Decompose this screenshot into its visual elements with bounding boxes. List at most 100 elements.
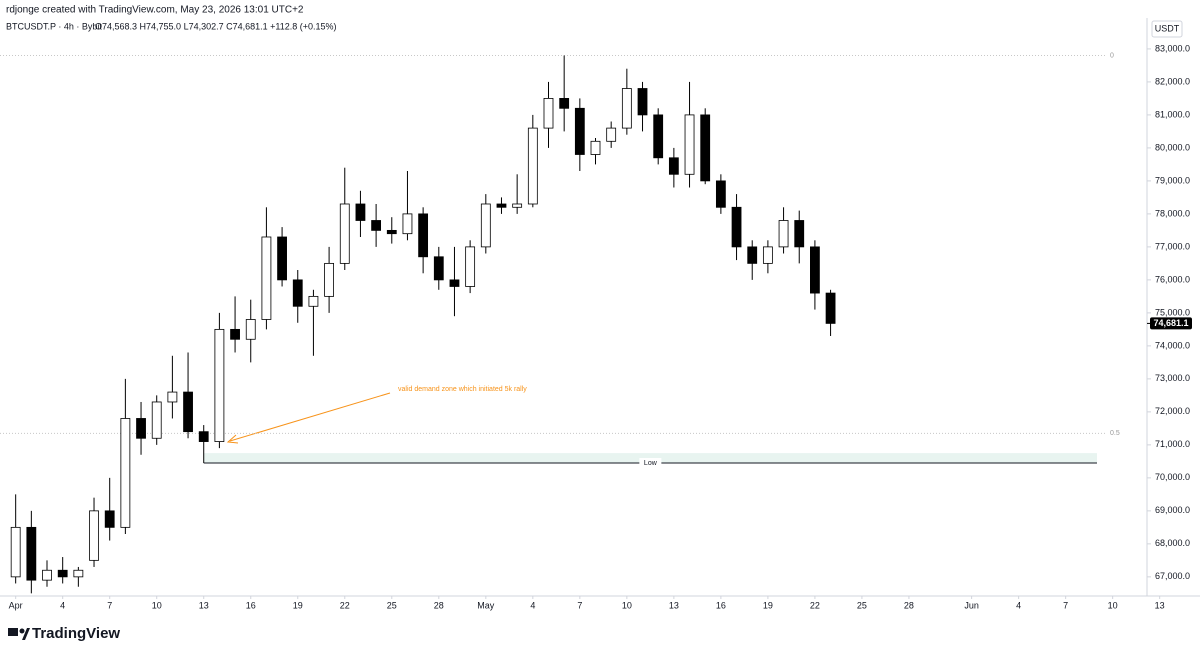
- x-tick-label: May: [477, 600, 495, 610]
- y-tick-label: 74,000.0: [1155, 340, 1190, 350]
- plot: 0 0.5 Low: [0, 52, 1120, 594]
- low-label-box: [639, 458, 662, 469]
- candle-body: [465, 246, 476, 287]
- y-tick-label: 69,000.0: [1155, 505, 1190, 515]
- x-tick-label: 28: [434, 600, 444, 610]
- symbol: BTCUSDT.P · 4h · Bybit: [6, 21, 102, 31]
- candle-body: [606, 127, 617, 142]
- candle-body: [668, 157, 679, 175]
- last-price-box: [1150, 317, 1192, 330]
- candle-body: [73, 569, 84, 578]
- x-tick-label: 10: [622, 600, 632, 610]
- low-label: Low: [644, 460, 658, 467]
- y-tick-label: 67,000.0: [1155, 571, 1190, 581]
- candle-body: [715, 180, 726, 208]
- candle-body: [355, 203, 366, 221]
- candle-body: [559, 98, 570, 109]
- candle-body: [810, 246, 820, 294]
- candle-body: [402, 213, 413, 235]
- candle-body: [684, 114, 695, 175]
- y-tick-label: 79,000.0: [1155, 175, 1190, 185]
- candle-body: [214, 328, 225, 442]
- x-tick-label: 4: [530, 600, 535, 610]
- x-tick-label: 4: [1016, 600, 1021, 610]
- candle-body: [574, 107, 585, 155]
- candle-body: [183, 391, 193, 433]
- y-tick-label: 68,000.0: [1155, 538, 1190, 548]
- candle-body: [700, 114, 711, 182]
- candle-body: [245, 319, 256, 340]
- candle-body: [653, 114, 664, 159]
- y-tick-label: 72,000.0: [1155, 406, 1190, 416]
- candle-body: [386, 229, 397, 235]
- candle-body: [277, 236, 287, 281]
- candle-body: [480, 203, 491, 248]
- x-tick-label: 25: [857, 600, 867, 610]
- candle-body: [120, 418, 131, 528]
- level-label: 0: [1110, 52, 1114, 59]
- arrow-head: [226, 434, 239, 444]
- x-tick-label: 16: [716, 600, 726, 610]
- candle-body: [637, 88, 648, 116]
- candle-body: [794, 220, 805, 248]
- logo: [8, 628, 30, 640]
- candle-body: [10, 526, 21, 578]
- candle-body: [292, 279, 303, 307]
- x-tick-label: 4: [60, 600, 65, 610]
- ohlc: O74,568.3 H74,755.0 L74,302.7 C74,681.1 …: [95, 21, 337, 31]
- x-tick-label: 13: [669, 600, 679, 610]
- x-tick-label: 19: [763, 600, 773, 610]
- y-tick-label: 76,000.0: [1155, 274, 1190, 284]
- candle-body: [747, 246, 758, 264]
- level-label: 0.5: [1110, 430, 1120, 437]
- candle-body: [104, 510, 115, 528]
- x-tick-label: 19: [293, 600, 303, 610]
- candle-body: [261, 236, 272, 320]
- candle-body: [167, 391, 178, 403]
- annotation-text: valid demand zone which initiated 5k ral…: [398, 386, 527, 393]
- y-tick-label: 83,000.0: [1155, 43, 1190, 53]
- y-tick-label: 77,000.0: [1155, 241, 1190, 251]
- candle-body: [778, 220, 789, 248]
- candle-body: [762, 246, 773, 264]
- candle-body: [590, 140, 601, 155]
- candle-body: [496, 203, 507, 208]
- candle-body: [512, 203, 523, 208]
- candle-body: [42, 569, 52, 581]
- x-tick-label: 10: [1108, 600, 1118, 610]
- x-tick-label: Jun: [964, 600, 979, 610]
- x-tick-label: 16: [246, 600, 256, 610]
- candle-body: [230, 328, 240, 340]
- annotation-arrow: [229, 392, 391, 442]
- x-tick-label: 22: [340, 600, 350, 610]
- candle-body: [198, 431, 209, 442]
- candle-body: [371, 220, 382, 231]
- candle-body: [324, 262, 334, 297]
- candle-body: [89, 510, 99, 561]
- candle-body: [418, 213, 429, 258]
- y-tick-label: 70,000.0: [1155, 472, 1190, 482]
- y-tick-label: 78,000.0: [1155, 208, 1190, 218]
- last-price-label: 74,681.1: [1153, 318, 1188, 328]
- currency: USDT: [1155, 23, 1180, 33]
- y-tick-label: 71,000.0: [1155, 439, 1190, 449]
- candle-body: [308, 295, 319, 307]
- x-tick-label: 25: [387, 600, 397, 610]
- x-tick-label: 10: [152, 600, 162, 610]
- candle-body: [731, 206, 742, 248]
- y-tick-label: 81,000.0: [1155, 109, 1190, 119]
- candle-body: [151, 401, 162, 439]
- x-tick-label: 13: [1155, 600, 1165, 610]
- currency-box: [1151, 20, 1183, 38]
- brand: TradingView: [32, 625, 120, 642]
- candle-body: [543, 98, 554, 129]
- y-tick-label: 73,000.0: [1155, 373, 1190, 383]
- candle-body: [527, 127, 538, 205]
- candle-body: [57, 569, 68, 578]
- x-tick-label: 22: [810, 600, 820, 610]
- y-tick-label: 80,000.0: [1155, 142, 1190, 152]
- x-tick-label: 28: [904, 600, 914, 610]
- y-tick-label: 82,000.0: [1155, 76, 1190, 86]
- candle-body: [339, 203, 350, 264]
